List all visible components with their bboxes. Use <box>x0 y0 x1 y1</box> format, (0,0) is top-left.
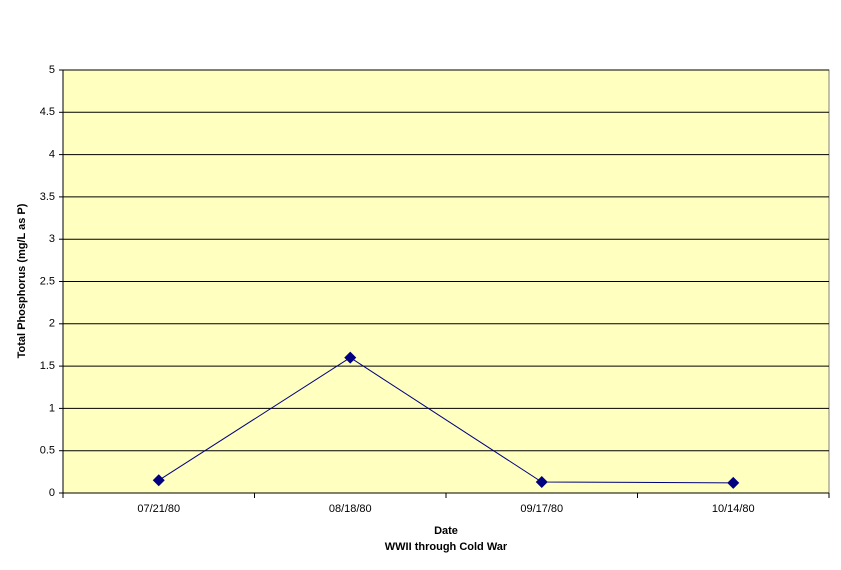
y-tick-label: 3.5 <box>40 191 55 203</box>
y-tick-label: 3 <box>49 233 55 245</box>
data-point <box>152 474 165 487</box>
y-tick-label: 1.5 <box>40 360 55 372</box>
x-axis-title: Date <box>434 525 458 537</box>
y-tick-label: 0 <box>49 487 55 499</box>
y-tick-label: 4 <box>49 149 55 161</box>
x-tick-label: 09/17/80 <box>520 503 563 515</box>
x-tick-label: 10/14/80 <box>712 503 755 515</box>
data-point <box>344 351 357 364</box>
y-tick-label: 2 <box>49 318 55 330</box>
data-point <box>535 476 548 489</box>
x-axis-subtitle: WWII through Cold War <box>385 541 508 553</box>
y-tick-label: 4.5 <box>40 106 55 118</box>
y-tick-label: 0.5 <box>40 445 55 457</box>
y-axis-title: Total Phosphorus (mg/L as P) <box>16 203 28 358</box>
series-line <box>158 357 734 484</box>
y-tick-label: 1 <box>49 402 55 414</box>
y-tick-label: 5 <box>49 64 55 76</box>
data-point <box>727 476 740 489</box>
x-tick-label: 07/21/80 <box>137 503 180 515</box>
x-tick-label: 08/18/80 <box>329 503 372 515</box>
y-tick-label: 2.5 <box>40 275 55 287</box>
